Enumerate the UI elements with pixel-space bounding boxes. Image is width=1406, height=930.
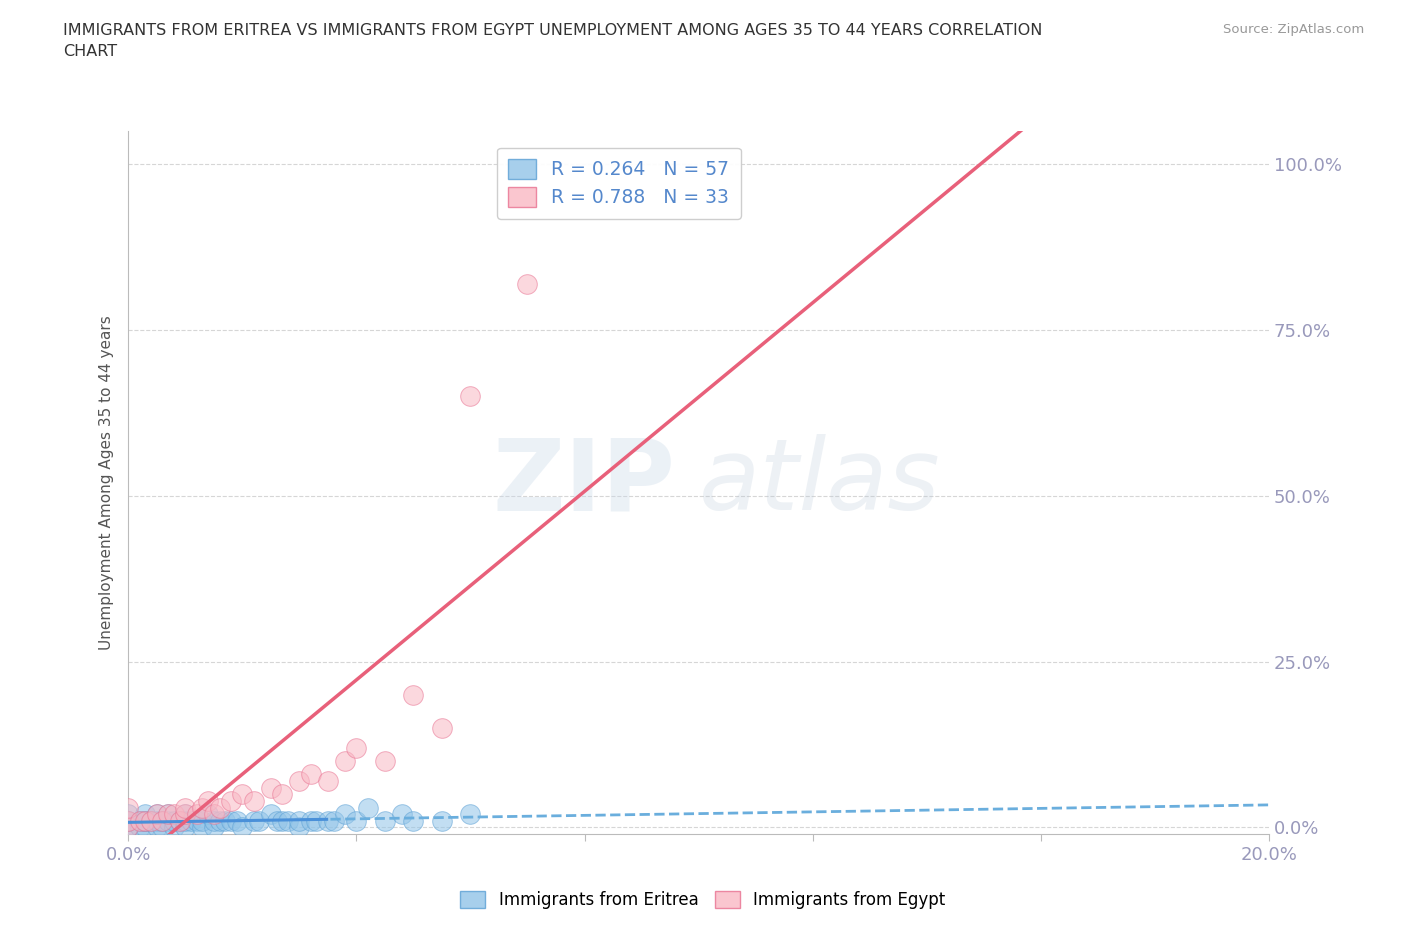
Point [139,814,162,829]
Point [163,814,186,829]
Point [157,814,180,829]
Point [374,814,396,829]
Point [134,814,156,829]
Text: IMMIGRANTS FROM ERITREA VS IMMIGRANTS FROM EGYPT UNEMPLOYMENT AMONG AGES 35 TO 4: IMMIGRANTS FROM ERITREA VS IMMIGRANTS FR… [63,23,1043,60]
Point [288,774,311,789]
Point [202,820,225,835]
Point [288,814,311,829]
Point [391,806,413,821]
Point [197,806,219,821]
Point [191,820,214,835]
Point [242,814,264,829]
Point [152,820,174,835]
Point [202,806,225,821]
Point [249,814,271,829]
Point [169,814,191,829]
Point [260,780,283,795]
Legend: R = 0.264   N = 57, R = 0.788   N = 33: R = 0.264 N = 57, R = 0.788 N = 33 [496,148,741,219]
Point [231,820,253,835]
Point [128,814,150,829]
Point [117,806,139,821]
Point [316,774,339,789]
Point [316,814,339,829]
Point [174,806,197,821]
Point [191,814,214,829]
Point [134,806,156,821]
Point [169,814,191,829]
Point [333,806,356,821]
Point [163,806,186,821]
Legend: Immigrants from Eritrea, Immigrants from Egypt: Immigrants from Eritrea, Immigrants from… [451,883,955,917]
Point [145,814,167,829]
Point [357,800,380,815]
Point [344,814,367,829]
Point [219,793,242,808]
Point [152,814,174,829]
Point [134,814,156,829]
Point [214,814,236,829]
Point [157,806,180,821]
Point [191,800,214,815]
Point [197,793,219,808]
Point [231,787,253,802]
Point [186,814,208,829]
Point [128,820,150,835]
Point [430,721,453,736]
Point [277,814,299,829]
Point [430,814,453,829]
Point [128,814,150,829]
Point [117,814,139,829]
Point [139,814,162,829]
Point [516,276,538,291]
Point [344,740,367,755]
Point [271,814,294,829]
Point [117,820,139,835]
Point [174,806,197,821]
Point [266,814,288,829]
Point [402,687,425,702]
Point [117,820,139,835]
Point [460,389,482,404]
Point [260,806,283,821]
Point [208,800,231,815]
Point [145,806,167,821]
Point [299,767,322,782]
Point [219,814,242,829]
Point [134,814,156,829]
Point [117,814,139,829]
Point [333,753,356,768]
Text: Source: ZipAtlas.com: Source: ZipAtlas.com [1223,23,1364,36]
Text: ZIP: ZIP [494,434,676,531]
Point [242,793,264,808]
Point [157,806,180,821]
Point [174,820,197,835]
Point [145,820,167,835]
Point [299,814,322,829]
Point [271,787,294,802]
Point [208,814,231,829]
Point [174,800,197,815]
Point [163,820,186,835]
Point [460,806,482,821]
Point [117,820,139,835]
Point [180,814,202,829]
Point [305,814,328,829]
Text: atlas: atlas [699,434,941,531]
Point [322,814,344,829]
Point [174,814,197,829]
Point [374,753,396,768]
Point [186,806,208,821]
Point [134,820,156,835]
Point [117,814,139,829]
Point [117,800,139,815]
Y-axis label: Unemployment Among Ages 35 to 44 years: Unemployment Among Ages 35 to 44 years [100,315,114,650]
Point [145,806,167,821]
Point [288,820,311,835]
Point [225,814,247,829]
Point [402,814,425,829]
Point [202,814,225,829]
Point [152,814,174,829]
